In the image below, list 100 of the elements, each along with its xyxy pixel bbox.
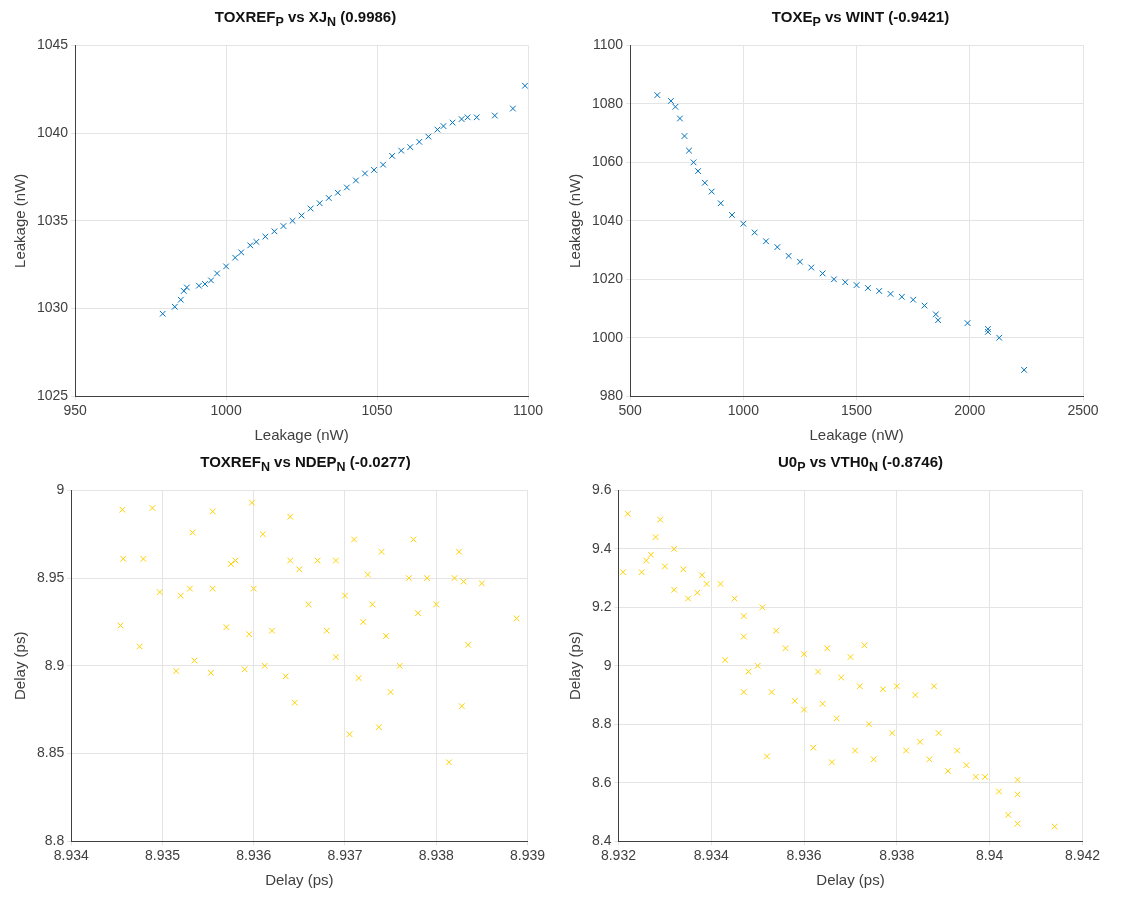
point: [440, 122, 447, 130]
x-tick-label: 8.938: [879, 847, 915, 864]
y-tick-label: 9: [603, 656, 612, 673]
point: [248, 499, 256, 507]
point: [298, 212, 305, 219]
point: [388, 152, 396, 160]
point: [252, 238, 260, 246]
point: [909, 296, 917, 304]
point: [478, 580, 486, 587]
point: [195, 282, 203, 290]
point: [119, 555, 127, 563]
point: [995, 334, 1003, 342]
point: [521, 82, 528, 90]
point: [171, 303, 179, 311]
x-tick-label: 8.934: [693, 847, 729, 864]
point: [177, 296, 185, 304]
point: [245, 630, 253, 638]
y-axis-title: Delay (ps): [566, 631, 584, 700]
point: [186, 585, 194, 592]
point: [361, 170, 369, 177]
y-tick-label: 8.9: [44, 656, 65, 673]
point: [773, 243, 781, 251]
point: [458, 702, 466, 710]
point: [405, 574, 413, 582]
point: [1020, 366, 1028, 374]
x-tick-label: 8.936: [786, 847, 822, 864]
point: [375, 723, 383, 731]
point: [136, 643, 144, 650]
point: [378, 548, 385, 556]
y-tick-label: 8.6: [591, 773, 612, 790]
point: [379, 161, 387, 168]
point: [445, 758, 453, 766]
point: [796, 258, 804, 266]
chart-title: U0$_{P}$ vs VTH0$_{N}$ (-0.8746): [777, 453, 944, 476]
point: [415, 138, 423, 146]
point: [180, 287, 188, 295]
point: [149, 504, 156, 512]
y-tick-label: 9.4: [591, 539, 612, 556]
point: [410, 536, 417, 543]
x-axis-title: Leakage (nW): [809, 426, 904, 444]
point: [350, 536, 358, 543]
point: [346, 730, 353, 738]
point: [156, 588, 164, 596]
point: [231, 254, 239, 261]
point: [406, 143, 414, 151]
y-tick-label: 9.2: [591, 598, 612, 615]
x-axis-title: Delay (ps): [265, 871, 334, 889]
point: [183, 284, 191, 291]
point: [473, 113, 481, 121]
point: [751, 229, 759, 236]
y-tick-label: 1030: [36, 299, 69, 316]
point: [352, 177, 360, 184]
point: [268, 627, 276, 635]
y-tick-label: 8.85: [37, 744, 65, 761]
point: [396, 662, 404, 670]
point: [370, 166, 378, 174]
x-tick-label: 1500: [840, 402, 873, 419]
point: [291, 699, 299, 706]
point: [286, 557, 294, 564]
y-tick-label: 1020: [591, 270, 624, 287]
point: [241, 665, 248, 673]
y-tick-label: 8.8: [591, 715, 612, 732]
y-axis-title: Leakage (nW): [11, 173, 29, 268]
chart-title: TOXREF$_{N}$ vs NDEP$_{N}$ (-0.0277): [199, 453, 412, 476]
point: [690, 159, 697, 166]
point: [701, 179, 709, 187]
point: [325, 194, 333, 202]
y-tick-label: 1040: [36, 123, 69, 140]
point: [223, 623, 230, 631]
point: [509, 105, 517, 112]
y-axis-title: Delay (ps): [11, 631, 29, 700]
x-tick-label: 8.94: [976, 847, 1004, 864]
point: [189, 529, 196, 536]
point: [667, 97, 675, 105]
point: [140, 555, 147, 563]
point: [728, 211, 736, 219]
point: [513, 615, 520, 622]
x-tick-label: 2500: [1067, 402, 1099, 419]
point: [296, 566, 303, 573]
y-tick-label: 8.4: [591, 832, 612, 849]
point: [898, 293, 906, 301]
point: [875, 287, 883, 295]
point: [464, 641, 472, 649]
point: [316, 199, 324, 207]
point: [359, 618, 367, 626]
point: [694, 167, 702, 175]
point: [207, 277, 215, 284]
point: [830, 275, 838, 283]
point: [676, 115, 684, 122]
point: [201, 280, 209, 288]
point: [397, 147, 405, 154]
point: [369, 601, 376, 608]
point: [314, 557, 321, 564]
x-tick-label: 8.934: [53, 847, 89, 864]
y-tick-label: 1100: [593, 36, 624, 53]
x-tick-label: 8.938: [418, 847, 454, 864]
point: [261, 662, 269, 670]
x-tick-label: 8.937: [327, 847, 363, 864]
point: [355, 674, 362, 682]
point: [227, 560, 235, 568]
